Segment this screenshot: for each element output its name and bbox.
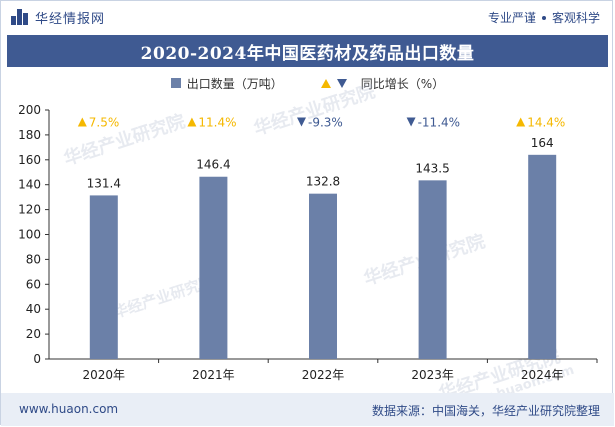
top-bar: 华经情报网 专业严谨 客观科学 [1,1,614,33]
bar-value-label: 164 [531,136,554,150]
bar [89,195,118,359]
dot-separator-icon [541,15,546,20]
triangle-down-icon [336,78,347,88]
x-tick-label: 2020年 [83,368,126,382]
growth-up-triangle-icon [187,117,197,127]
tagline: 专业严谨 客观科学 [488,9,600,26]
y-tick-label: 180 [18,128,41,142]
footer-source: 数据来源：中国海关，华经产业研究院整理 [371,404,600,418]
y-tick-label: 20 [26,327,41,341]
triangle-up-icon [320,78,331,88]
bar-value-label: 132.8 [306,175,340,189]
tagline-left: 专业严谨 [487,11,536,25]
y-tick-label: 120 [18,203,41,217]
logo-text: 华经情报网 [35,11,106,27]
legend-item-bars: 出口数量（万吨） [170,75,283,92]
bar [528,154,557,359]
bar-value-label: 146.4 [196,158,230,172]
x-tick-label: 2023年 [411,368,454,382]
chart-title-bar: 2020-2024年中国医药材及药品出口数量 [7,35,608,67]
chart-title: 2020-2024年中国医药材及药品出口数量 [140,43,475,64]
y-tick-label: 80 [26,252,41,266]
growth-label: -11.4% [418,115,460,129]
x-tick-label: 2021年 [192,368,235,382]
growth-up-triangle-icon [516,117,526,127]
logo-bars-icon [11,9,29,25]
growth-down-triangle-icon [297,117,306,127]
x-tick-label: 2022年 [302,368,345,382]
growth-up-triangle-icon [77,117,87,127]
y-tick-label: 200 [18,103,41,117]
legend: 出口数量（万吨） 同比增长（%） [1,71,614,95]
bar [199,176,228,359]
bar [418,180,447,359]
tagline-right: 客观科学 [551,11,600,25]
y-tick-label: 0 [33,352,41,366]
legend-bar-swatch [170,78,181,88]
bar-chart: 0 20 40 60 80 100 120 140 160 180 200 131.4 2020年 7.5… [18,103,598,382]
y-tick-label: 100 [18,228,41,242]
growth-down-triangle-icon [406,117,416,127]
logo: 华经情报网 [11,8,106,27]
x-tick-label: 2024年 [521,368,564,382]
growth-label: 11.4% [198,115,236,129]
bar-value-label: 143.5 [415,161,449,175]
footer: www.huaon.com 数据来源：中国海关，华经产业研究院整理 [1,393,614,426]
bar [309,193,337,359]
footer-site: www.huaon.com [19,402,119,416]
growth-label: -9.3% [308,115,343,129]
legend-item-growth: 同比增长（%） [320,75,445,92]
y-tick-label: 60 [26,277,41,291]
legend-bars-label: 出口数量（万吨） [186,76,283,91]
bar-value-label: 131.4 [87,176,121,190]
y-tick-label: 40 [26,302,41,316]
growth-label: 14.4% [527,115,565,129]
y-tick-label: 160 [18,153,41,167]
growth-label: 7.5% [89,115,120,129]
y-tick-label: 140 [18,178,41,192]
legend-growth-label: 同比增长（%） [360,76,445,91]
